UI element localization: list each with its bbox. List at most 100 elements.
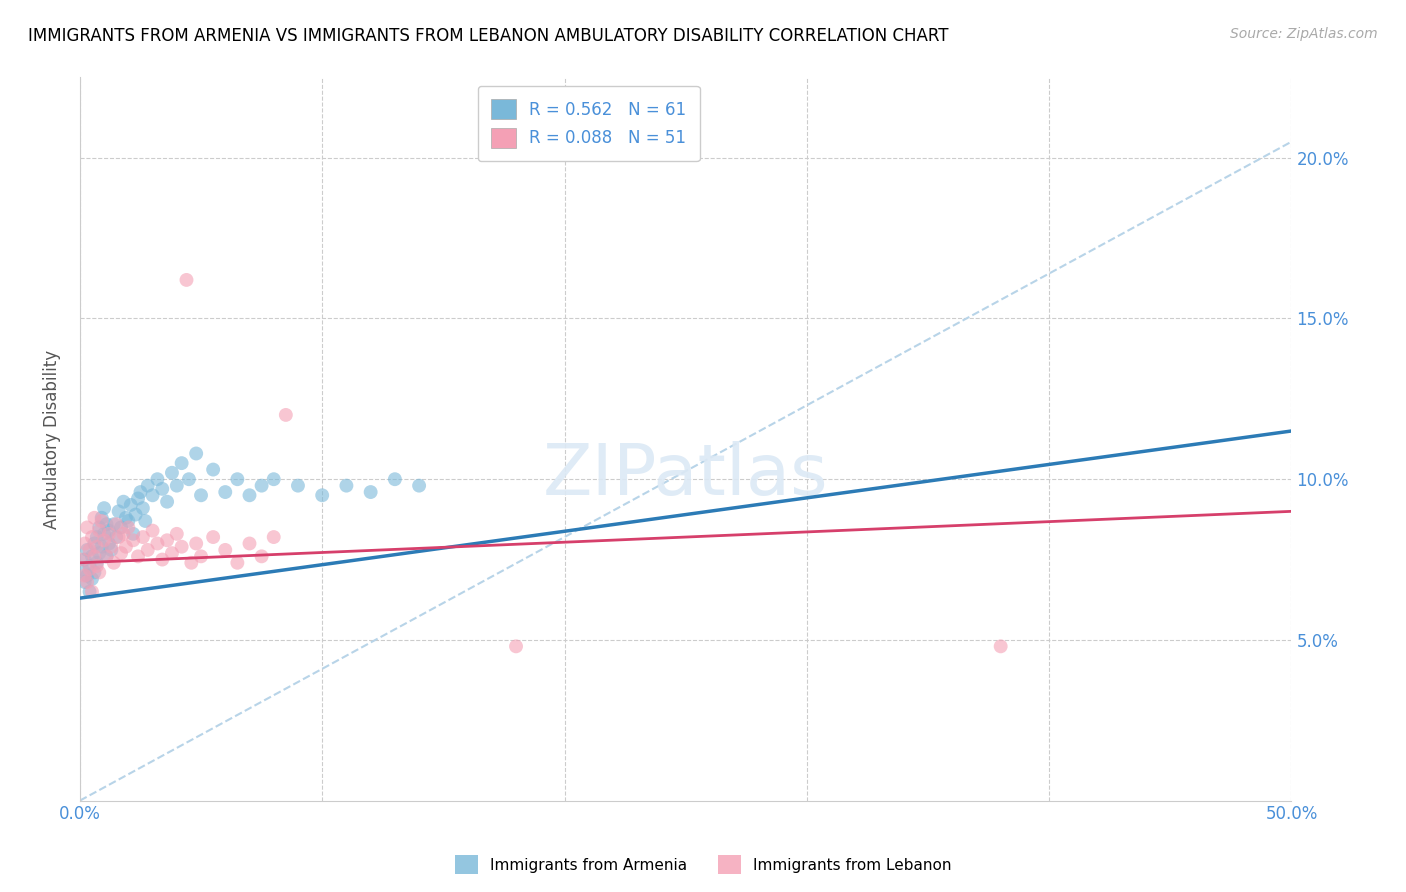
Point bbox=[250, 549, 273, 564]
Point bbox=[89, 566, 111, 580]
Point bbox=[100, 540, 122, 554]
Point bbox=[238, 536, 260, 550]
Point bbox=[83, 536, 105, 550]
Point bbox=[110, 520, 132, 534]
Point bbox=[97, 526, 120, 541]
Point bbox=[170, 456, 193, 470]
Point bbox=[80, 530, 103, 544]
Point bbox=[166, 478, 188, 492]
Point bbox=[73, 568, 96, 582]
Point bbox=[76, 520, 98, 534]
Point bbox=[166, 526, 188, 541]
Point bbox=[134, 514, 156, 528]
Point bbox=[105, 530, 128, 544]
Point bbox=[83, 549, 105, 564]
Point bbox=[80, 584, 103, 599]
Y-axis label: Ambulatory Disability: Ambulatory Disability bbox=[44, 350, 60, 529]
Point bbox=[408, 478, 430, 492]
Point bbox=[105, 517, 128, 532]
Point bbox=[150, 482, 173, 496]
Point bbox=[505, 640, 527, 654]
Point bbox=[112, 494, 135, 508]
Point bbox=[238, 488, 260, 502]
Legend: R = 0.562   N = 61, R = 0.088   N = 51: R = 0.562 N = 61, R = 0.088 N = 51 bbox=[478, 86, 700, 161]
Point bbox=[129, 485, 152, 500]
Point bbox=[76, 542, 98, 557]
Point bbox=[112, 526, 135, 541]
Point bbox=[250, 478, 273, 492]
Point bbox=[311, 488, 333, 502]
Point bbox=[73, 552, 96, 566]
Point bbox=[72, 552, 94, 566]
Point bbox=[79, 559, 101, 574]
Point bbox=[146, 472, 169, 486]
Point bbox=[132, 530, 155, 544]
Point bbox=[202, 462, 225, 476]
Point bbox=[287, 478, 309, 492]
Point bbox=[335, 478, 357, 492]
Point bbox=[190, 549, 212, 564]
Point bbox=[79, 562, 101, 576]
Point bbox=[124, 508, 146, 522]
Point bbox=[90, 540, 112, 554]
Point bbox=[100, 542, 122, 557]
Point bbox=[76, 568, 98, 582]
Point bbox=[263, 530, 285, 544]
Point bbox=[89, 546, 111, 560]
Point bbox=[96, 517, 118, 532]
Point bbox=[132, 501, 155, 516]
Point bbox=[127, 491, 149, 506]
Point bbox=[142, 488, 165, 502]
Text: IMMIGRANTS FROM ARMENIA VS IMMIGRANTS FROM LEBANON AMBULATORY DISABILITY CORRELA: IMMIGRANTS FROM ARMENIA VS IMMIGRANTS FR… bbox=[28, 27, 949, 45]
Point bbox=[72, 562, 94, 576]
Point bbox=[80, 572, 103, 586]
Point bbox=[97, 524, 120, 538]
Text: Source: ZipAtlas.com: Source: ZipAtlas.com bbox=[1230, 27, 1378, 41]
Point bbox=[150, 552, 173, 566]
Point bbox=[274, 408, 297, 422]
Point bbox=[176, 273, 198, 287]
Legend: Immigrants from Armenia, Immigrants from Lebanon: Immigrants from Armenia, Immigrants from… bbox=[449, 849, 957, 880]
Point bbox=[160, 466, 183, 480]
Point bbox=[384, 472, 406, 486]
Point bbox=[86, 559, 108, 574]
Point bbox=[103, 517, 125, 532]
Point bbox=[136, 478, 159, 492]
Point bbox=[156, 494, 179, 508]
Point bbox=[177, 472, 200, 486]
Point bbox=[120, 498, 142, 512]
Point bbox=[146, 536, 169, 550]
Point bbox=[117, 514, 139, 528]
Point bbox=[73, 536, 96, 550]
Point bbox=[180, 556, 202, 570]
Point bbox=[142, 524, 165, 538]
Point bbox=[83, 510, 105, 524]
Point bbox=[89, 524, 111, 538]
Point bbox=[115, 510, 138, 524]
Point bbox=[156, 533, 179, 548]
Point bbox=[122, 533, 145, 548]
Point bbox=[86, 540, 108, 554]
Point bbox=[80, 549, 103, 564]
Point bbox=[79, 542, 101, 557]
Point bbox=[110, 546, 132, 560]
Point bbox=[214, 485, 236, 500]
Point bbox=[93, 501, 115, 516]
Point bbox=[115, 540, 138, 554]
Point bbox=[107, 530, 129, 544]
Point bbox=[107, 504, 129, 518]
Point bbox=[136, 542, 159, 557]
Point bbox=[97, 536, 120, 550]
Point bbox=[122, 526, 145, 541]
Point bbox=[86, 556, 108, 570]
Point bbox=[360, 485, 382, 500]
Point bbox=[214, 542, 236, 557]
Point bbox=[96, 549, 118, 564]
Point bbox=[96, 549, 118, 564]
Point bbox=[83, 566, 105, 580]
Point bbox=[190, 488, 212, 502]
Point bbox=[226, 556, 249, 570]
Point bbox=[79, 584, 101, 599]
Point bbox=[990, 640, 1012, 654]
Point bbox=[186, 536, 208, 550]
